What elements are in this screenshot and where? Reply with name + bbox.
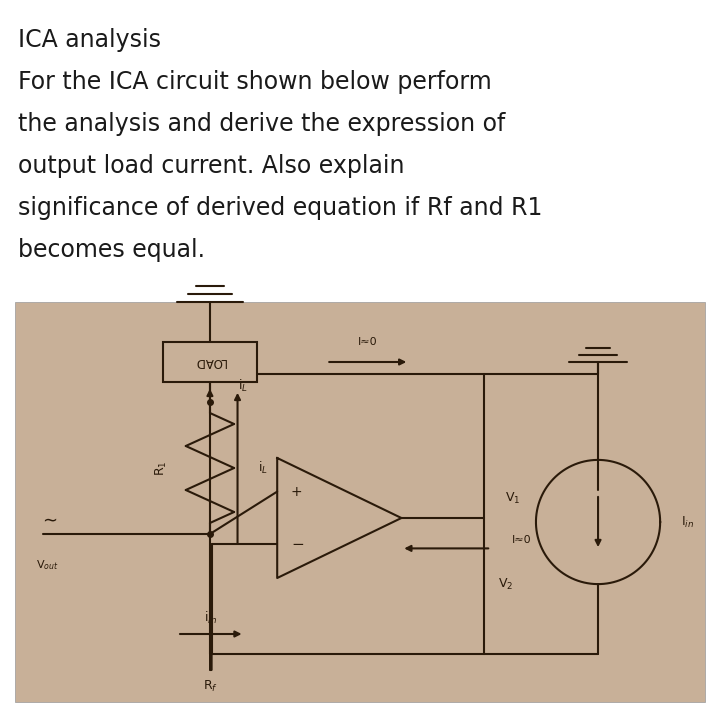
Text: V$_2$: V$_2$ [498, 577, 513, 592]
Text: +: + [291, 485, 302, 499]
Text: I≈0: I≈0 [358, 337, 377, 347]
Text: I$_{in}$: I$_{in}$ [681, 515, 694, 529]
Text: For the ICA circuit shown below perform: For the ICA circuit shown below perform [18, 70, 492, 94]
Text: i$_L$: i$_L$ [258, 460, 268, 476]
Text: i$_L$: i$_L$ [238, 378, 248, 394]
Text: the analysis and derive the expression of: the analysis and derive the expression o… [18, 112, 505, 136]
Text: V$_1$: V$_1$ [505, 490, 521, 505]
Text: significance of derived equation if Rf and R1: significance of derived equation if Rf a… [18, 196, 542, 220]
Text: R$_f$: R$_f$ [203, 678, 218, 694]
Text: ∼: ∼ [42, 512, 57, 530]
FancyBboxPatch shape [163, 342, 256, 382]
Text: output load current. Also explain: output load current. Also explain [18, 154, 405, 178]
Text: becomes equal.: becomes equal. [18, 238, 205, 262]
Bar [15, 302, 705, 702]
Text: −: − [291, 537, 304, 552]
Text: I≈0: I≈0 [512, 536, 531, 545]
Text: i$_{in}$: i$_{in}$ [204, 610, 217, 626]
Text: LOAD: LOAD [194, 355, 226, 368]
Text: R$_1$: R$_1$ [153, 460, 168, 476]
Text: V$_{out}$: V$_{out}$ [36, 558, 58, 572]
Text: ICA analysis: ICA analysis [18, 28, 161, 52]
